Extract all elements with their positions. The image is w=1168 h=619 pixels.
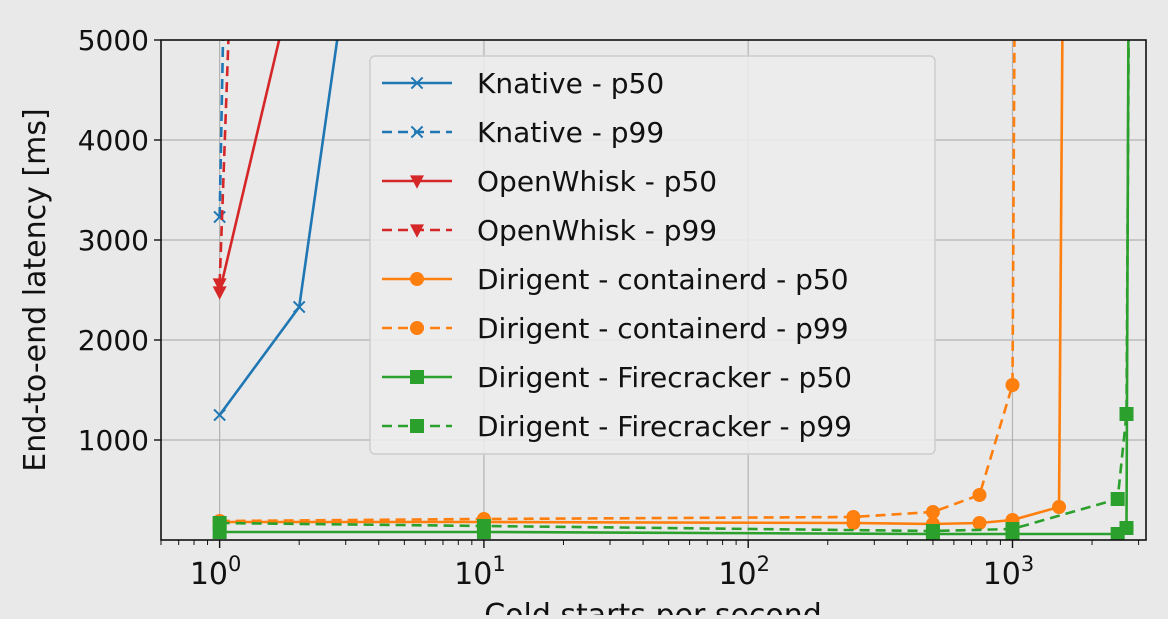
legend-entry: Dirigent - Firecracker - p50: [382, 361, 852, 394]
legend-label: Dirigent - Firecracker - p99: [477, 410, 852, 443]
marker-square: [410, 370, 424, 384]
series-knative-p50: [213, 40, 339, 422]
marker-circle: [972, 488, 987, 502]
marker-triangle: [212, 286, 227, 300]
marker-x-stroke: [213, 408, 226, 422]
marker-x: [213, 408, 226, 422]
y-tick-label: 5000: [78, 24, 149, 57]
series-line: [218, 40, 281, 293]
marker-square: [1110, 492, 1125, 506]
legend-label: Knative - p99: [477, 116, 664, 149]
x-tick-label: 100: [190, 552, 242, 592]
legend: Knative - p50 Knative - p99 OpenWhisk - p5…: [369, 55, 936, 455]
legend-label: Dirigent - Firecracker - p50: [477, 361, 852, 394]
legend-entry: Knative - p50: [382, 67, 664, 100]
marker-square: [476, 519, 491, 533]
legend-label: Knative - p50: [477, 67, 664, 100]
legend-entry: Knative - p99: [382, 116, 664, 149]
legend-label: Dirigent - containerd - p99: [477, 312, 849, 345]
marker-x: [410, 76, 424, 90]
legend-label: Dirigent - containerd - p50: [477, 263, 849, 296]
marker-square: [925, 524, 940, 538]
marker-circle: [972, 516, 987, 530]
x-axis-label: Cold starts per second: [484, 598, 822, 615]
x-tick-label: 101: [454, 552, 506, 592]
marker-triangle: [410, 175, 424, 189]
series-dirigent-firecracker-p99: [212, 40, 1134, 538]
plot-frame: [160, 39, 1147, 541]
data-series: [212, 40, 1134, 540]
y-tick-label: 2000: [78, 324, 149, 357]
marker-x: [292, 300, 306, 314]
marker-circle: [410, 272, 424, 286]
marker-x: [410, 125, 424, 139]
series-line: [218, 40, 230, 285]
x-tick-label: 103: [983, 552, 1035, 592]
marker-x-stroke: [410, 76, 424, 90]
series-line: [218, 40, 225, 218]
y-axis-label: End-to-end latency [ms]: [18, 108, 53, 471]
axes: 1000 2000 3000 4000 5000 100 101 102 103: [78, 24, 1140, 592]
marker-circle: [846, 510, 861, 524]
legend-entry: Dirigent - containerd - p50: [382, 263, 849, 296]
marker-circle: [1005, 378, 1020, 392]
legend-entry: OpenWhisk - p50: [382, 165, 717, 198]
marker-square: [1119, 407, 1134, 421]
marker-x-stroke: [292, 300, 306, 314]
series-line: [219, 40, 1064, 526]
legend-label: OpenWhisk - p99: [477, 214, 717, 247]
legend-box: [369, 55, 936, 455]
marker-square: [1119, 521, 1134, 535]
marker-x-stroke: [410, 125, 424, 139]
marker-circle: [410, 321, 424, 335]
legend-label: OpenWhisk - p50: [477, 165, 717, 198]
legend-entry: Dirigent - Firecracker - p99: [382, 410, 852, 443]
marker-triangle: [212, 278, 227, 292]
marker-square: [1005, 522, 1020, 536]
series-openwhisk-p50: [212, 40, 281, 300]
y-tick-label: 4000: [78, 124, 149, 157]
marker-triangle: [410, 224, 424, 238]
marker-square: [212, 516, 227, 530]
legend-entry: OpenWhisk - p99: [382, 214, 717, 247]
marker-circle: [1052, 500, 1067, 514]
y-tick-label: 3000: [78, 224, 149, 257]
marker-square: [410, 419, 424, 433]
legend-entry: Dirigent - containerd - p99: [382, 312, 849, 345]
x-tick-label: 102: [718, 552, 770, 592]
series-openwhisk-p99: [212, 40, 230, 292]
y-tick-label: 1000: [78, 424, 149, 457]
marker-circle: [925, 505, 940, 519]
